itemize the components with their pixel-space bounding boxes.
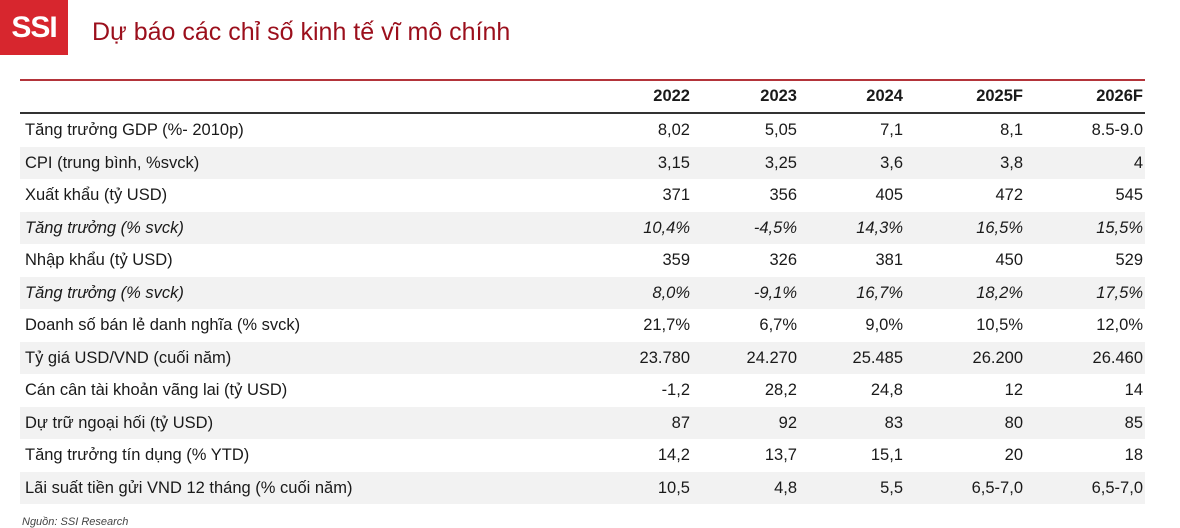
cell-value: 7,1 bbox=[880, 121, 903, 139]
cell-value: -9,1% bbox=[753, 283, 797, 302]
cell-value: 20 bbox=[1004, 446, 1023, 464]
cell-value: 26.460 bbox=[1092, 348, 1143, 367]
cell-value: 545 bbox=[1115, 186, 1143, 204]
cell-value: 16,7% bbox=[856, 283, 903, 302]
cell-value: 24.270 bbox=[746, 348, 797, 367]
table-row: Nhập khẩu (tỷ USD) 359 326 381 450 529 bbox=[20, 244, 1145, 277]
table-row: Xuất khẩu (tỷ USD) 371 356 405 472 545 bbox=[20, 179, 1145, 212]
cell-value: 14 bbox=[1124, 381, 1143, 399]
table-row: Tỷ giá USD/VND (cuối năm) 23.780 24.270 25.… bbox=[20, 341, 1145, 374]
cell-value: 405 bbox=[875, 186, 903, 204]
table-row: Dự trữ ngoại hối (tỷ USD) 87 92 83 80 85 bbox=[20, 406, 1145, 439]
cell-value: 9,0% bbox=[865, 316, 903, 334]
cell-value: 371 bbox=[662, 186, 690, 204]
cell-value: 26.200 bbox=[972, 348, 1023, 367]
cell-value: 4,8 bbox=[774, 478, 797, 497]
cell-value: 3,25 bbox=[764, 153, 797, 172]
table: 2022 2023 2024 2025F 2026F Tăng trưởng GDP (%… bbox=[20, 81, 1145, 504]
cell-value: 8,0% bbox=[652, 283, 690, 302]
cell-value: 28,2 bbox=[764, 381, 797, 399]
column-header: 2024 bbox=[866, 87, 903, 105]
header-row: 2022 2023 2024 2025F 2026F bbox=[20, 81, 1145, 114]
cell-value: 3,15 bbox=[657, 153, 690, 172]
cell-value: 83 bbox=[884, 413, 903, 432]
table-row: Tăng trưởng (% svck) 8,0% -9,1% 16,7% 18,2% 1… bbox=[20, 276, 1145, 309]
cell-value: 356 bbox=[769, 186, 797, 204]
row-label: Tăng trưởng (% svck) bbox=[25, 283, 184, 302]
row-label: Xuất khẩu (tỷ USD) bbox=[25, 186, 168, 204]
cell-value: 8,1 bbox=[1000, 121, 1023, 139]
cell-value: 14,3% bbox=[856, 218, 903, 237]
cell-value: 8.5-9.0 bbox=[1091, 121, 1143, 139]
cell-value: 21,7% bbox=[643, 316, 690, 334]
cell-value: 13,7 bbox=[764, 446, 797, 464]
source: Nguồn: SSI Research bbox=[22, 516, 129, 528]
cell-value: 23.780 bbox=[639, 348, 690, 367]
row-label: Tăng trưởng (% svck) bbox=[25, 218, 184, 237]
cell-value: 24,8 bbox=[870, 381, 903, 399]
table-row: Lãi suất tiền gửi VND 12 tháng (% cuối n… bbox=[20, 471, 1145, 504]
cell-value: 10,5 bbox=[657, 478, 690, 497]
table-row: Doanh số bán lẻ danh nghĩa (% svck) 21,7%… bbox=[20, 309, 1145, 342]
table-row: Tăng trưởng (% svck) 10,4% -4,5% 14,3% 16,5%… bbox=[20, 211, 1145, 244]
column-header: 2023 bbox=[760, 87, 797, 105]
cell-value: 472 bbox=[995, 186, 1023, 204]
cell-value: 25.485 bbox=[852, 348, 903, 367]
row-label: Doanh số bán lẻ danh nghĩa (% svck) bbox=[25, 316, 301, 334]
cell-value: 6,5-7,0 bbox=[971, 478, 1023, 497]
cell-value: 14,2 bbox=[657, 446, 690, 464]
cell-value: 18,2% bbox=[976, 283, 1023, 302]
cell-value: 80 bbox=[1004, 413, 1023, 432]
cell-value: 10,5% bbox=[976, 316, 1023, 334]
cell-value: 12 bbox=[1004, 381, 1023, 399]
table-row: CPI (trung bình, %svck) 3,15 3,25 3,6 3,8 4 bbox=[20, 146, 1145, 179]
cell-value: 359 bbox=[662, 251, 690, 269]
row-label: Lãi suất tiền gửi VND 12 tháng (% cuối n… bbox=[25, 478, 353, 497]
cell-value: 5,5 bbox=[880, 478, 903, 497]
cell-value: 381 bbox=[875, 251, 903, 269]
cell-value: 17,5% bbox=[1096, 283, 1143, 302]
cell-value: 16,5% bbox=[976, 218, 1023, 237]
cell-value: 450 bbox=[995, 251, 1023, 269]
row-label: Cán cân tài khoản vãng lai (tỷ USD) bbox=[25, 381, 288, 399]
row-label: Dự trữ ngoại hối (tỷ USD) bbox=[25, 413, 214, 432]
cell-value: 92 bbox=[778, 413, 797, 432]
row-label: Nhập khẩu (tỷ USD) bbox=[25, 251, 173, 269]
cell-value: 3,6 bbox=[880, 153, 903, 172]
cell-value: 6,5-7,0 bbox=[1091, 478, 1143, 497]
row-label: Tăng trưởng tín dụng (% YTD) bbox=[25, 446, 250, 464]
row-label: Tỷ giá USD/VND (cuối năm) bbox=[25, 348, 232, 367]
title: Dự báo các chỉ số kinh tế vĩ mô chính bbox=[92, 18, 511, 46]
column-header: 2022 bbox=[653, 87, 690, 105]
column-header: 2025F bbox=[976, 87, 1023, 105]
cell-value: 87 bbox=[671, 413, 690, 432]
cell-value: 15,5% bbox=[1096, 218, 1143, 237]
cell-value: -4,5% bbox=[753, 218, 797, 237]
table-row: Tăng trưởng GDP (%- 2010p) 8,02 5,05 7,1 8,1… bbox=[20, 114, 1145, 147]
cell-value: 12,0% bbox=[1096, 316, 1143, 334]
divider bbox=[20, 79, 1145, 81]
cell-value: 326 bbox=[769, 251, 797, 269]
cell-value: 85 bbox=[1124, 413, 1143, 432]
cell-value: 3,8 bbox=[1000, 153, 1023, 172]
table-row: Tăng trưởng tín dụng (% YTD) 14,2 13,7 15,1… bbox=[20, 439, 1145, 472]
cell-value: 10,4% bbox=[643, 218, 690, 237]
cell-value: 8,02 bbox=[657, 121, 690, 139]
row-label: Tăng trưởng GDP (%- 2010p) bbox=[25, 121, 244, 139]
column-header: 2026F bbox=[1096, 87, 1143, 105]
cell-value: 6,7% bbox=[759, 316, 797, 334]
table-row: Cán cân tài khoản vãng lai (tỷ USD) -1,2 2… bbox=[20, 374, 1145, 407]
cell-value: 4 bbox=[1133, 153, 1143, 172]
cell-value: 18 bbox=[1124, 446, 1143, 464]
logo: SSI bbox=[0, 0, 68, 55]
cell-value: 529 bbox=[1115, 251, 1143, 269]
cell-value: 15,1 bbox=[870, 446, 903, 464]
row-label: CPI (trung bình, %svck) bbox=[25, 153, 200, 172]
cell-value: 5,05 bbox=[764, 121, 797, 139]
cell-value: -1,2 bbox=[661, 381, 690, 399]
